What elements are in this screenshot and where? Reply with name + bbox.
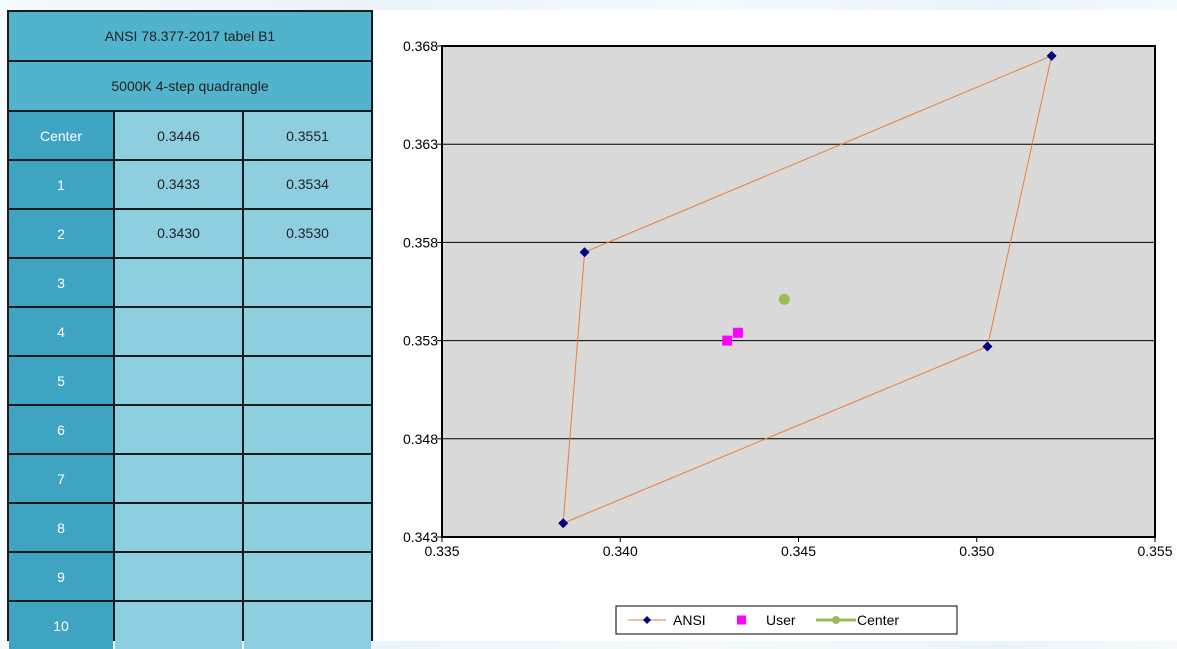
center-point [778, 293, 790, 305]
y-value-cell: 0.3534 [244, 161, 371, 208]
x-value-cell [115, 259, 242, 306]
x-tick-label: 0.340 [603, 543, 638, 559]
plot-border [441, 45, 1156, 538]
y-tick-label: 0.353 [403, 333, 438, 349]
y-tick-label: 0.358 [403, 234, 438, 250]
x-value-cell: 0.3430 [115, 210, 242, 257]
y-value-cell: 0.3530 [244, 210, 371, 257]
y-value-cell [244, 406, 371, 453]
row-label: 6 [9, 406, 113, 453]
row-label: 3 [9, 259, 113, 306]
ansi-point [1046, 50, 1057, 61]
coordinates-table: ANSI 78.377-2017 tabel B1 5000K 4-step qu… [7, 10, 373, 649]
table-subtitle: 5000K 4-step quadrangle [9, 62, 371, 110]
x-value-cell [115, 602, 242, 649]
row-label: 5 [9, 357, 113, 404]
ansi-point [982, 341, 993, 352]
y-tick-label: 0.343 [403, 529, 438, 545]
x-tick-label: 0.345 [781, 543, 816, 559]
row-label: 2 [9, 210, 113, 257]
chart-area: 0.343 0.348 0.353 0.358 0.363 0.368 0.335 0.340… [374, 10, 1177, 641]
x-value-cell [115, 406, 242, 453]
y-value-cell [244, 504, 371, 551]
table-title: ANSI 78.377-2017 tabel B1 [9, 12, 371, 60]
y-value-cell: 0.3551 [244, 112, 371, 159]
y-value-cell [244, 259, 371, 306]
x-value-cell [115, 308, 242, 355]
x-value-cell: 0.3433 [115, 161, 242, 208]
legend-ansi-marker [643, 616, 651, 624]
row-label: 9 [9, 553, 113, 600]
legend [615, 605, 958, 635]
y-value-cell [244, 553, 371, 600]
legend-label: ANSI [673, 612, 706, 628]
row-label: 10 [9, 602, 113, 649]
x-tick-label: 0.335 [424, 543, 459, 559]
user-point [732, 327, 743, 338]
x-value-cell [115, 504, 242, 551]
y-value-cell [244, 357, 371, 404]
x-tick-label: 0.350 [959, 543, 994, 559]
x-value-cell [115, 357, 242, 404]
row-label: 4 [9, 308, 113, 355]
row-label: 8 [9, 504, 113, 551]
legend-label: Center [857, 612, 899, 628]
row-label: 7 [9, 455, 113, 502]
user-point [722, 335, 733, 346]
y-value-cell [244, 602, 371, 649]
row-label: Center [9, 112, 113, 159]
y-value-cell [244, 455, 371, 502]
y-tick-label: 0.363 [403, 136, 438, 152]
plot-area [442, 46, 1155, 537]
y-value-cell [244, 308, 371, 355]
x-value-cell [115, 553, 242, 600]
legend-center-marker [832, 616, 840, 624]
x-value-cell [115, 455, 242, 502]
legend-user-marker [737, 615, 746, 625]
ansi-point [558, 518, 569, 529]
legend-label: User [766, 612, 796, 628]
x-value-cell: 0.3446 [115, 112, 242, 159]
row-label: 1 [9, 161, 113, 208]
chromaticity-chart: 0.343 0.348 0.353 0.358 0.363 0.368 0.335 0.340… [403, 38, 1173, 635]
y-tick-label: 0.348 [403, 431, 438, 447]
ansi-point [579, 247, 590, 258]
y-tick-label: 0.368 [403, 38, 438, 54]
x-tick-label: 0.355 [1137, 543, 1172, 559]
